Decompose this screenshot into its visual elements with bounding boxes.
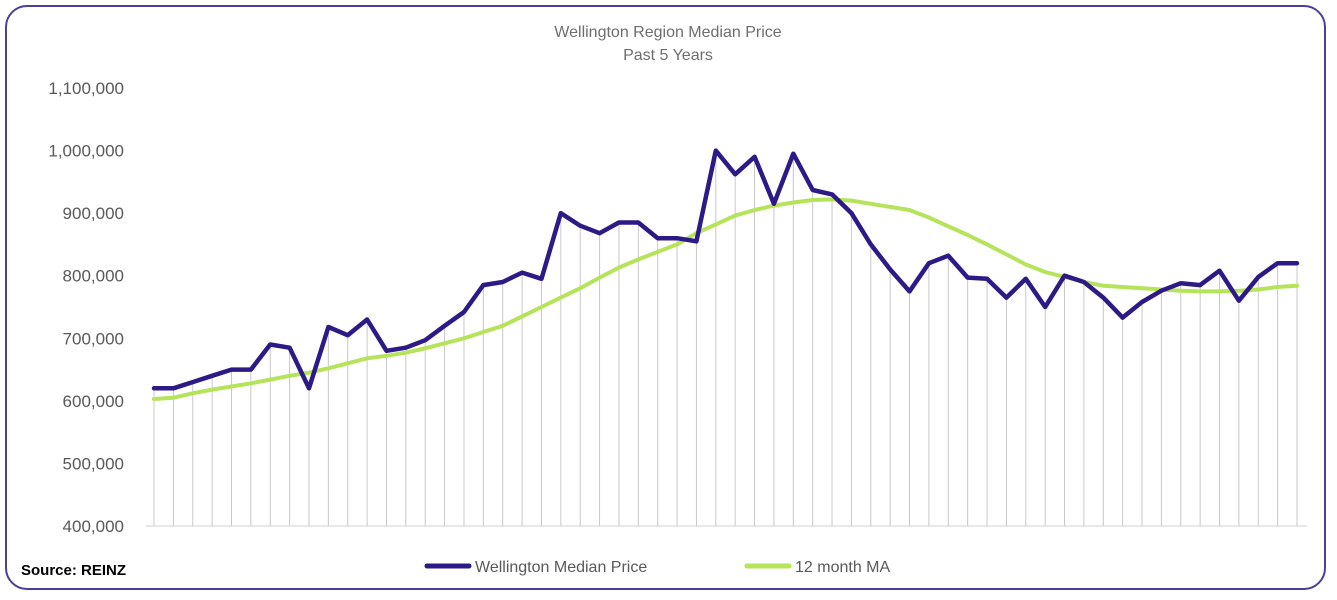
y-tick-label: 1,100,000	[48, 79, 124, 98]
series-line-12-month-ma	[152, 197, 1299, 401]
chart-title: Wellington Region Median Price	[554, 24, 781, 41]
y-tick-label: 1,000,000	[48, 142, 124, 161]
series-line-median-price	[151, 148, 1300, 391]
legend-label-median: Wellington Median Price	[475, 559, 647, 576]
y-axis: 400,000 500,000 600,000 700,000 800,000 900,0…	[48, 79, 1307, 536]
source-label: Source: REINZ	[21, 562, 126, 579]
chart-subtitle: Past 5 Years	[623, 47, 713, 64]
y-tick-label: 800,000	[63, 267, 124, 286]
legend-label-ma: 12 month MA	[795, 559, 890, 576]
legend: Wellington Median Price 12 month MA	[424, 559, 890, 576]
series-layer	[151, 148, 1300, 401]
y-tick-label: 500,000	[63, 454, 124, 473]
y-tick-label: 700,000	[63, 329, 124, 348]
y-tick-label: 400,000	[63, 517, 124, 536]
y-tick-label: 600,000	[63, 392, 124, 411]
y-tick-label: 900,000	[63, 204, 124, 223]
